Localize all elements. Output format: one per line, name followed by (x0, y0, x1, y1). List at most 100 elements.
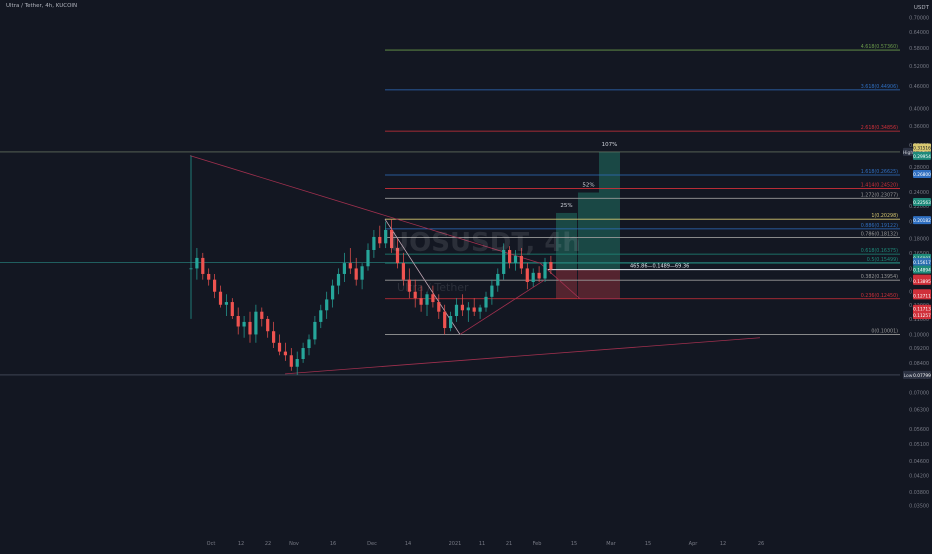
measure-label: 465.86—0.1489—69.36 (630, 264, 689, 270)
candle-body (431, 294, 435, 303)
candle-body (401, 263, 405, 280)
candle-body (519, 255, 523, 269)
target-label: 52% (582, 183, 594, 189)
y-tick-label: 0.10000 (909, 332, 929, 338)
candle-body (384, 229, 388, 244)
candle-body (472, 307, 476, 312)
price-tag-bg (913, 276, 931, 285)
candle-body (189, 268, 193, 270)
candle-body (407, 279, 411, 292)
price-tag-bg (913, 265, 931, 274)
candle-body (508, 249, 512, 264)
price-tag-bg (913, 291, 931, 300)
candle-body (460, 304, 464, 311)
candle-body (543, 262, 547, 279)
x-tick-label: Oct (207, 541, 216, 547)
fib-anchor-line (384, 218, 461, 335)
x-tick-label: 12 (720, 541, 726, 547)
y-tick-label: 0.06300 (909, 408, 929, 414)
price-tag-value: 0.31516 (913, 146, 931, 152)
candle-body (395, 248, 400, 264)
fib-level-label: 0.236(0.12450) (861, 293, 898, 299)
price-tag-value: 0.26800 (913, 172, 931, 178)
candle-body (478, 307, 482, 312)
fib-level-label: 0.786(0.18132) (861, 232, 898, 238)
fib-level-label: 0.886(0.19122) (861, 223, 898, 229)
candle-body (260, 311, 264, 319)
price-tag-bg (913, 216, 931, 225)
x-tick-label: 11 (479, 541, 485, 547)
target-label: 107% (602, 142, 618, 148)
y-tick-label: 0.70000 (909, 16, 929, 22)
fib-level-label: 0.5(0.15499) (867, 257, 898, 263)
candle-body (449, 315, 453, 329)
y-tick-label: 0.18000 (909, 237, 929, 243)
candle-body (454, 304, 459, 316)
trend-line (284, 337, 761, 375)
price-tag-bg (913, 311, 931, 320)
x-tick-label: Mar (606, 541, 616, 547)
y-tick-label: 0.09200 (909, 346, 929, 352)
candle-body (295, 359, 299, 367)
y-tick-label: 0.36000 (909, 124, 929, 130)
target-stop-zone (578, 269, 599, 299)
x-tick-label: Apr (689, 541, 699, 547)
candle-body (331, 285, 335, 300)
fib-level-label: 0.382(0.13954) (861, 274, 898, 280)
trend-line (459, 279, 546, 335)
x-axis-background (0, 536, 932, 550)
y-tick-label: 0.07000 (909, 391, 929, 397)
y-tick-label: 0.08400 (909, 361, 929, 367)
x-tick-label: 26 (758, 541, 764, 547)
candle-body (525, 268, 529, 283)
y-tick-label: 0.03500 (909, 503, 929, 509)
candle-body (484, 296, 488, 308)
candle-body (342, 263, 346, 274)
currency-label: USDT (914, 5, 930, 11)
price-tag-value: 0.22563 (913, 200, 931, 206)
candle-body (378, 236, 382, 244)
candle-body (413, 291, 417, 299)
candle-body (348, 263, 352, 269)
x-tick-label: 12 (238, 541, 244, 547)
candle-body (437, 302, 441, 312)
chart-header-title: Ultra / Tether, 4h, KUCOIN (6, 3, 78, 9)
candle-body (419, 298, 423, 305)
candle-body (425, 294, 429, 305)
fib-level-label: 3.618(0.44906) (861, 84, 898, 90)
y-tick-label: 0.04200 (909, 474, 929, 480)
candle-body (325, 299, 329, 311)
candle-body (466, 307, 470, 311)
x-tick-label: 14 (405, 541, 411, 547)
y-tick-label: 0.24000 (909, 190, 929, 196)
candle-body (289, 355, 293, 367)
trend-line (189, 155, 541, 264)
candle-body (531, 272, 535, 283)
price-tag-caption: Low (904, 373, 913, 379)
y-tick-label: 0.16500 (909, 251, 929, 257)
price-tag-bg (913, 143, 931, 152)
target-label: 25% (560, 203, 572, 209)
candle-body (254, 311, 258, 335)
candle-body (201, 257, 205, 274)
fib-level-label: 1(0.20298) (871, 213, 898, 219)
price-tag-bg (913, 257, 931, 266)
price-tag-value: 0.20182 (913, 218, 931, 224)
candle-body (236, 315, 240, 327)
y-tick-label: 0.46000 (909, 84, 929, 90)
x-tick-label: 16 (330, 541, 336, 547)
price-tag-value: 0.15617 (913, 260, 931, 266)
x-tick-label: 15 (571, 541, 577, 547)
target-profit-zone (599, 151, 620, 270)
candle-body (307, 339, 311, 349)
fib-level-label: 1.272(0.23077) (861, 192, 898, 198)
candle-body (549, 262, 553, 270)
candle-body (301, 348, 305, 360)
candle-body (490, 285, 494, 297)
candle-body (313, 321, 317, 340)
fib-level-label: 4.618(0.57360) (861, 44, 898, 50)
y-tick-label: 0.58000 (909, 46, 929, 52)
candle-body (230, 302, 234, 316)
